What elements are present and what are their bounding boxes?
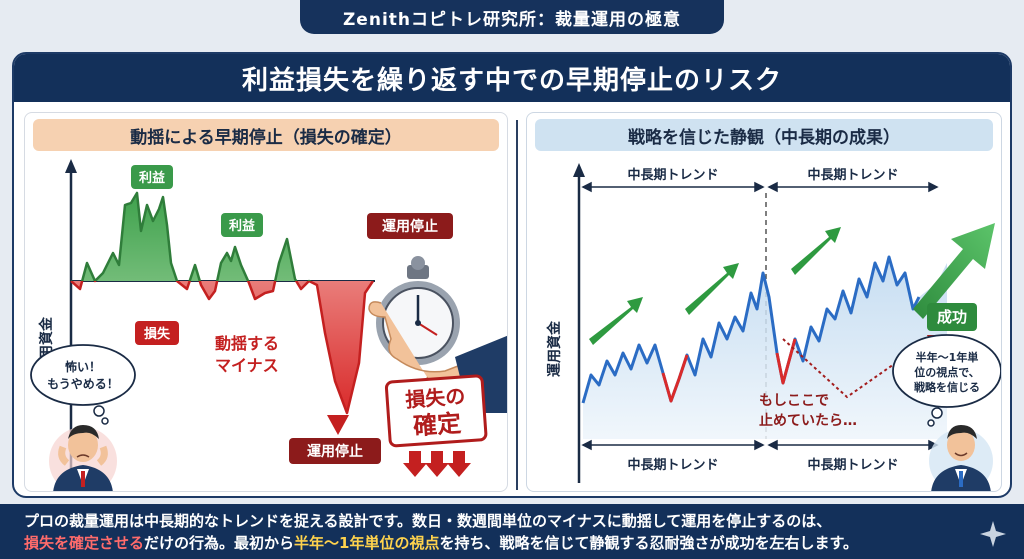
stop-label-bottom-box bbox=[289, 438, 381, 464]
header-title: Zenithコピトレ研究所：裁量運用の極意 bbox=[300, 0, 724, 34]
stamp-line-2: 確定 bbox=[412, 409, 462, 440]
footer-highlight-loss: 損失を確定させる bbox=[24, 534, 145, 552]
footer-highlight-horizon: 半年〜1年単位の視点 bbox=[294, 534, 440, 552]
loss-label: 損失 bbox=[144, 326, 171, 342]
calm-man-avatar bbox=[929, 425, 993, 491]
trend-top-2: 中長期トレンド bbox=[807, 167, 898, 183]
what-if-line-2: 止めていたら… bbox=[759, 412, 857, 429]
left-panel: 動揺による早期停止（損失の確定） 運用資金 bbox=[24, 112, 508, 492]
calm-bubble-line-2: 位の視点で、 bbox=[914, 365, 980, 379]
stamp-line-1: 損失の bbox=[404, 384, 466, 412]
success-label: 成功 bbox=[937, 308, 967, 326]
left-profit-area bbox=[71, 193, 373, 281]
worried-speech-bubble: 怖い！ もうやめる！ bbox=[30, 344, 136, 425]
right-trend-line bbox=[581, 255, 921, 404]
stop-label-top-box bbox=[367, 213, 453, 239]
calm-bubble-line-3: 戦略を信じる bbox=[914, 380, 980, 394]
bubble-line-2: もうやめる！ bbox=[47, 377, 119, 391]
right-panel: 戦略を信じた静観（中長期の成果） 運用資金 中長期トレンド bbox=[526, 112, 1002, 492]
left-panel-title: 動揺による早期停止（損失の確定） bbox=[33, 119, 499, 151]
profit-label-2-box bbox=[221, 213, 263, 237]
bubble-line-1: 怖い！ bbox=[65, 359, 101, 374]
trend-top-1: 中長期トレンド bbox=[627, 167, 718, 183]
panel-divider bbox=[516, 120, 518, 490]
trend-bottom-1: 中長期トレンド bbox=[627, 457, 718, 473]
footer-text-end: を持ち、戦略を信じて静観する忍耐強さが成功を左右します。 bbox=[439, 534, 858, 552]
trend-top-arrows bbox=[581, 181, 939, 193]
down-arrows-icon bbox=[403, 451, 471, 477]
what-if-line-1: もしここで bbox=[759, 393, 829, 409]
trend-bottom-arrows bbox=[581, 439, 939, 451]
minus-text-1: 動揺する bbox=[215, 334, 279, 353]
footer-summary: プロの裁量運用は中長期的なトレンドを捉える設計です。数日・数週間単位のマイナスに… bbox=[0, 504, 1024, 559]
profit-label-1-box bbox=[131, 165, 173, 189]
calm-bubble-line-1: 半年〜1年単 bbox=[916, 350, 979, 364]
stop-label-top: 運用停止 bbox=[382, 218, 438, 235]
right-panel-title: 戦略を信じた静観（中長期の成果） bbox=[535, 119, 993, 151]
profit-label-1: 利益 bbox=[139, 170, 165, 186]
sparkle-icon bbox=[980, 521, 1006, 547]
trend-bottom-2: 中長期トレンド bbox=[807, 457, 898, 473]
calm-speech-bubble: 半年〜1年単 位の視点で、 戦略を信じる bbox=[892, 334, 1001, 427]
worried-man-avatar bbox=[49, 425, 117, 491]
main-card: 利益損失を繰り返す中での早期停止のリスク 動揺による早期停止（損失の確定） 運用… bbox=[12, 52, 1012, 498]
loss-stamp: 損失の 確定 bbox=[384, 374, 488, 448]
left-illustration: 運用資金 利益 利益 bbox=[30, 159, 507, 491]
small-green-arrows bbox=[589, 227, 841, 345]
big-success-arrow bbox=[913, 223, 995, 319]
loss-label-box bbox=[135, 321, 179, 345]
top-bar: Zenithコピトレ研究所：裁量運用の極意 bbox=[0, 0, 1024, 40]
footer-line-2: 損失を確定させるだけの行為。最初から半年〜1年単位の視点を持ち、戦略を信じて静観… bbox=[24, 532, 984, 554]
banner-title: 利益損失を繰り返す中での早期停止のリスク bbox=[14, 54, 1010, 102]
right-y-axis-arrow bbox=[573, 163, 585, 177]
stop-label-bottom: 運用停止 bbox=[307, 443, 363, 460]
right-illustration: 運用資金 中長期トレンド 中長期トレンド 中長期トレンド 中長期トレンド bbox=[546, 163, 1001, 491]
footer-line-1: プロの裁量運用は中長期的なトレンドを捉える設計です。数日・数週間単位のマイナスに… bbox=[24, 512, 832, 530]
right-y-axis-label: 運用資金 bbox=[546, 320, 563, 377]
footer-text-mid: だけの行為。最初から bbox=[144, 534, 295, 552]
right-dip-segment-1 bbox=[661, 354, 689, 403]
right-dip-segment-2 bbox=[775, 338, 797, 385]
profit-label-2: 利益 bbox=[229, 218, 255, 234]
success-label-box bbox=[927, 303, 977, 331]
minus-text-2: マイナス bbox=[215, 356, 279, 375]
left-y-axis-arrow bbox=[65, 159, 77, 173]
left-drop-arrow bbox=[327, 415, 349, 435]
